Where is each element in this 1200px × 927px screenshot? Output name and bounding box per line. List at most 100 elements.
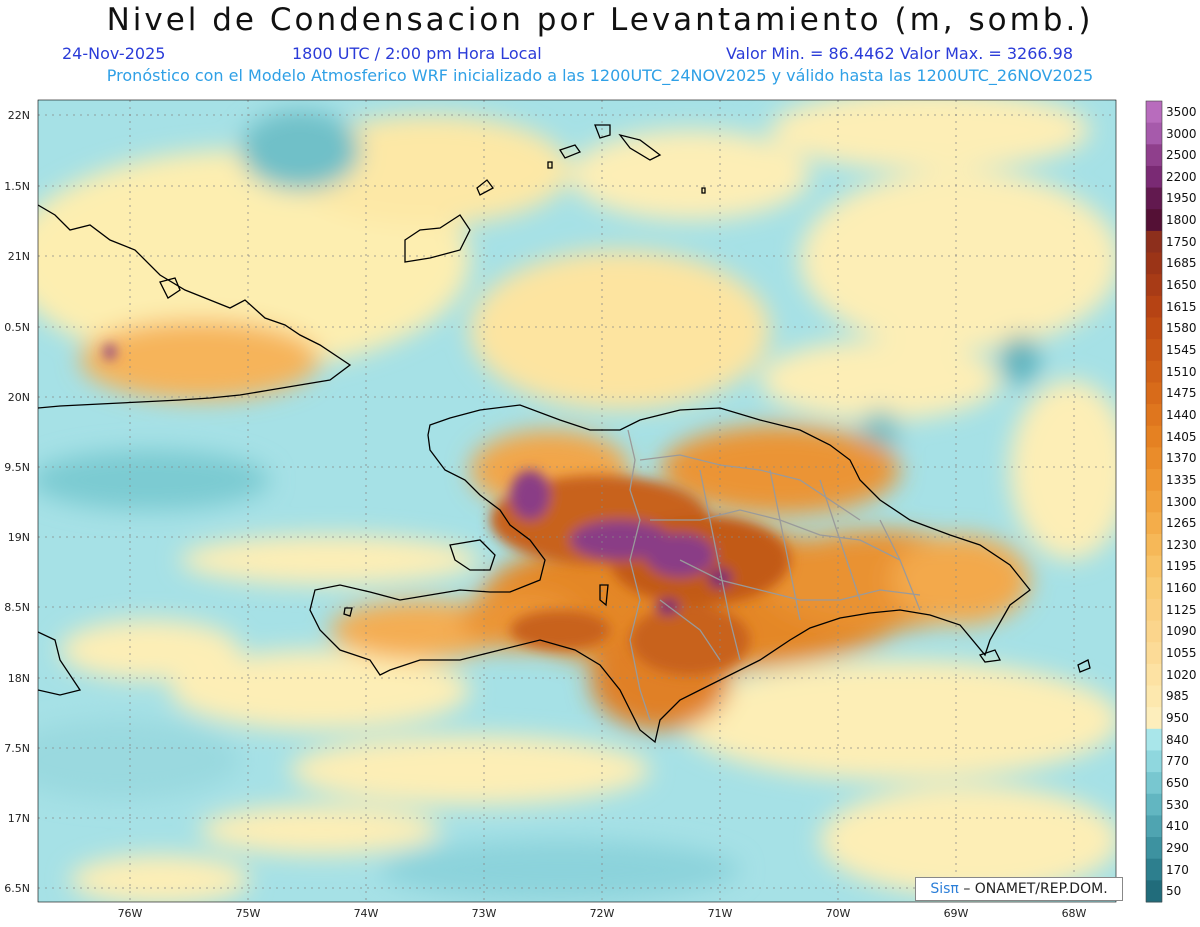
- colorbar-label: 840: [1166, 732, 1189, 747]
- svg-text:75W: 75W: [236, 907, 261, 920]
- svg-text:0.5N: 0.5N: [4, 321, 30, 334]
- colorbar-label: 950: [1166, 711, 1189, 725]
- svg-text:18N: 18N: [8, 672, 30, 685]
- colorbar-label: 1370: [1166, 451, 1197, 466]
- colorbar-swatch: [1146, 490, 1162, 513]
- colorbar-label: 2500: [1166, 148, 1197, 163]
- colorbar-label: 770: [1166, 754, 1189, 769]
- coastlines: [38, 124, 1091, 744]
- lcl-field: [38, 100, 1116, 902]
- svg-text:71W: 71W: [708, 907, 733, 920]
- colorbar-swatch: [1146, 620, 1162, 643]
- colorbar-swatch: [1146, 230, 1162, 254]
- svg-text:9.5N: 9.5N: [4, 461, 30, 474]
- colorbar-label: 1685: [1166, 256, 1197, 271]
- min-max-values: Valor Min. = 86.4462 Valor Max. = 3266.9…: [726, 44, 1074, 63]
- colorbar-swatch: [1146, 728, 1162, 751]
- colorbar-label: 1125: [1166, 602, 1197, 617]
- colorbar-label: 1650: [1166, 278, 1197, 292]
- colorbar-swatch: [1146, 793, 1162, 816]
- colorbar-swatch: [1146, 772, 1162, 795]
- colorbar-label: 1300: [1166, 494, 1197, 509]
- colorbar-swatch: [1146, 642, 1162, 665]
- colorbar-swatch: [1146, 360, 1162, 383]
- colorbar-swatch: [1146, 880, 1162, 903]
- svg-text:76W: 76W: [118, 907, 143, 920]
- colorbar-label: 50: [1166, 884, 1182, 899]
- colorbar-label: 170: [1166, 862, 1189, 877]
- colorbar-swatch: [1146, 317, 1162, 340]
- colorbar-label: 1160: [1166, 581, 1197, 596]
- colorbar-swatch: [1146, 274, 1162, 297]
- colorbar-label: 1090: [1166, 624, 1197, 639]
- colorbar-label: 1440: [1166, 407, 1197, 422]
- colorbar-label: 1950: [1166, 191, 1197, 206]
- colorbar-swatch: [1146, 555, 1162, 578]
- colorbar-swatch: [1146, 663, 1162, 687]
- svg-text:69W: 69W: [944, 907, 969, 920]
- colorbar-label: 3500: [1166, 104, 1197, 119]
- colorbar-swatch: [1146, 165, 1162, 189]
- colorbar-label: 985: [1166, 689, 1189, 704]
- graticule: [38, 100, 1116, 902]
- colorbar-swatch: [1146, 707, 1162, 730]
- colorbar-label: 1020: [1166, 667, 1197, 682]
- colorbar-swatch: [1146, 837, 1162, 860]
- colorbar-swatch: [1146, 685, 1162, 708]
- colorbar-swatch: [1146, 512, 1162, 535]
- svg-text:73W: 73W: [472, 907, 497, 920]
- svg-text:72W: 72W: [590, 907, 615, 920]
- colorbar-label: 1335: [1166, 472, 1197, 487]
- colorbar-swatches: [1145, 100, 1163, 903]
- lon-axis-labels: 76W 75W 74W 73W 72W 71W 70W 69W 68W: [118, 907, 1087, 920]
- colorbar-swatch: [1146, 187, 1162, 210]
- colorbar-swatch: [1146, 382, 1162, 405]
- credit-box: Sisπ – ONAMET/REP.DOM.: [915, 877, 1123, 901]
- colorbar-swatch: [1146, 144, 1162, 167]
- colorbar-label: 1265: [1166, 516, 1197, 531]
- colorbar-swatch: [1146, 209, 1162, 232]
- svg-text:19N: 19N: [8, 531, 30, 544]
- colorbar-label: 290: [1166, 840, 1189, 855]
- colorbar-label: 1510: [1166, 364, 1197, 379]
- svg-text:74W: 74W: [354, 907, 379, 920]
- colorbar-swatch: [1146, 750, 1162, 773]
- colorbar-swatch: [1146, 252, 1162, 275]
- svg-text:8.5N: 8.5N: [4, 601, 30, 614]
- colorbar-label: 530: [1166, 797, 1189, 812]
- colorbar-swatch: [1146, 425, 1162, 448]
- svg-text:21N: 21N: [8, 250, 30, 263]
- colorbar-label: 1580: [1166, 321, 1197, 336]
- colorbar-label: 1475: [1166, 386, 1197, 401]
- lat-axis-labels: 22N 1.5N 21N 0.5N 20N 9.5N 19N 8.5N 18N …: [4, 109, 30, 895]
- colorbar-label: 650: [1166, 775, 1189, 790]
- colorbar-swatch: [1146, 101, 1162, 124]
- colorbar-label: 1545: [1166, 343, 1197, 357]
- province-borders: [627, 429, 921, 721]
- colorbar-swatch: [1146, 577, 1162, 600]
- colorbar-label: 1230: [1166, 537, 1197, 552]
- colorbar-swatch: [1146, 295, 1162, 318]
- svg-text:17N: 17N: [8, 812, 30, 825]
- colorbar-label: 2200: [1166, 169, 1197, 184]
- colorbar-frame: [1145, 100, 1163, 903]
- colorbar-label: 1055: [1166, 646, 1197, 660]
- colorbar-label: 1195: [1166, 559, 1197, 574]
- colorbar-label: 3000: [1166, 126, 1197, 141]
- svg-text:1.5N: 1.5N: [4, 180, 30, 193]
- svg-text:20N: 20N: [8, 391, 30, 404]
- forecast-date: 24-Nov-2025: [62, 44, 166, 63]
- colorbar-swatch: [1146, 339, 1162, 362]
- svg-text:68W: 68W: [1062, 907, 1087, 920]
- colorbar-swatch: [1146, 815, 1162, 838]
- colorbar-label: 1800: [1166, 213, 1197, 228]
- credit-brand: Sisπ: [930, 881, 959, 897]
- colorbar-swatch: [1146, 469, 1162, 492]
- svg-text:70W: 70W: [826, 907, 851, 920]
- svg-text:6.5N: 6.5N: [4, 882, 30, 895]
- colorbar-swatch: [1146, 404, 1162, 427]
- chart-title: Nivel de Condensacion por Levantamiento …: [106, 2, 1094, 38]
- colorbar-label: 1615: [1166, 299, 1197, 314]
- colorbar-label: 1405: [1166, 429, 1197, 444]
